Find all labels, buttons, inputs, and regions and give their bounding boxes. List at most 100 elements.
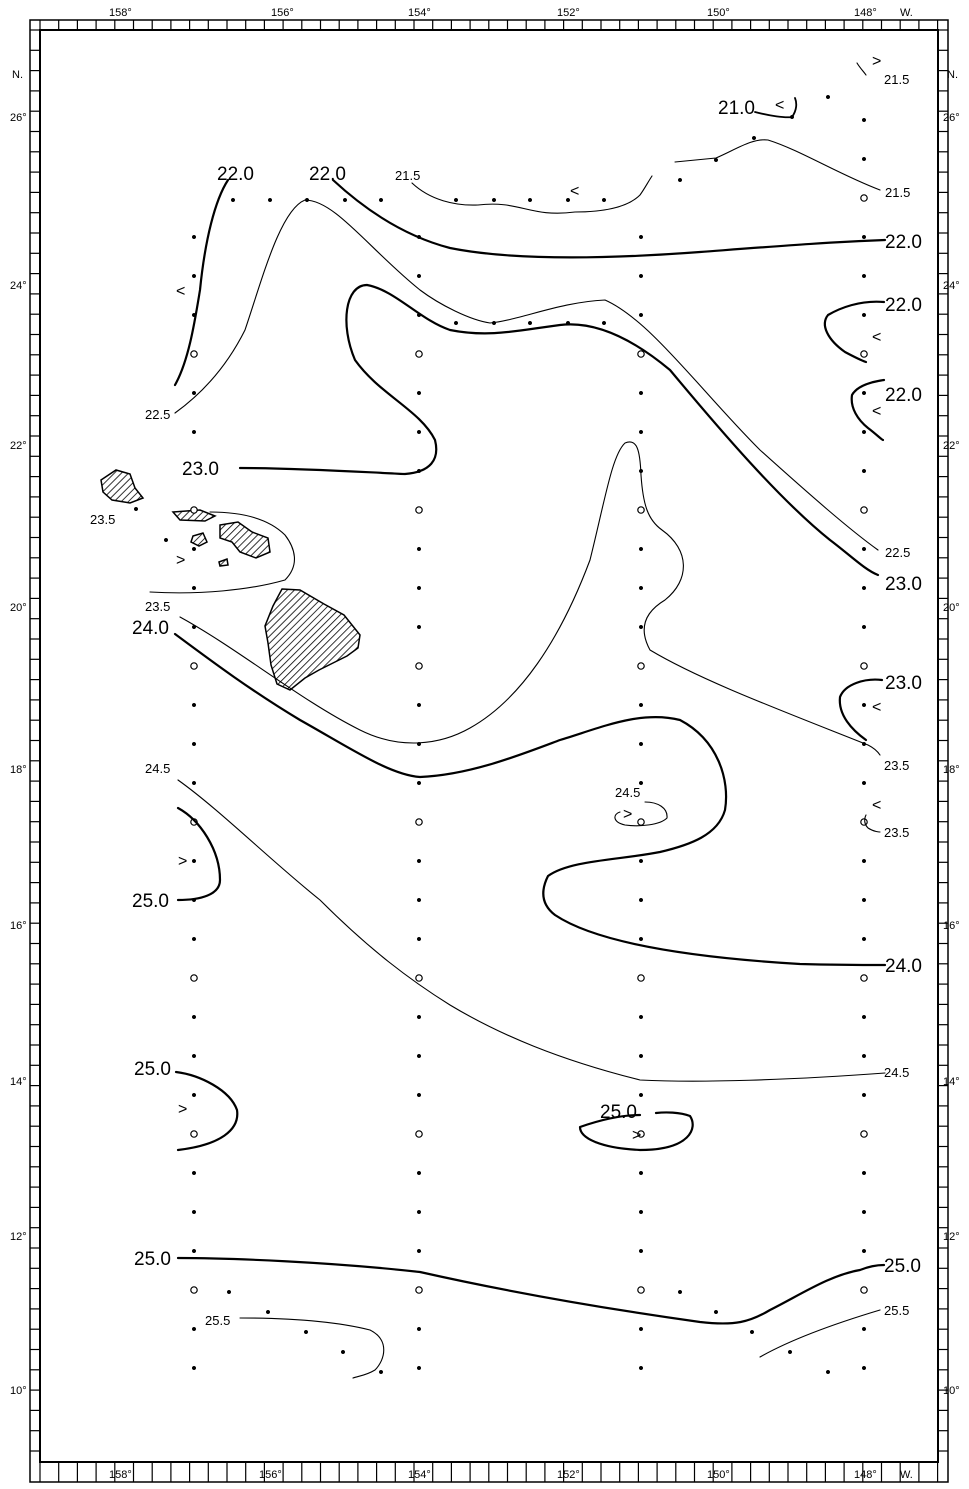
station-dot: [416, 1053, 422, 1059]
label-22.0-mid: 22.0: [309, 164, 346, 185]
arrow-7: >: [176, 552, 185, 569]
label-22.0-left: 22.0: [217, 164, 254, 185]
station-dot: [638, 312, 644, 318]
lon-label-156-bottom: 156°: [259, 1469, 282, 1481]
isotherm-22.0-a: [173, 178, 230, 387]
isotherm-24.0-a: [173, 632, 887, 967]
station-circle: [860, 1130, 868, 1138]
lat-label-16-right: 16°: [943, 920, 960, 932]
station-dot: [638, 858, 644, 864]
isotherm-25.0-c: [578, 1111, 694, 1152]
isotherm-21.5-left: [411, 175, 653, 214]
station-dot: [230, 197, 236, 203]
lon-label-158: 158°: [109, 7, 132, 19]
arrow-1: >: [872, 53, 881, 70]
station-dot: [416, 1248, 422, 1254]
isotherm-23.5-c: [864, 814, 881, 833]
isotherm-22.0-b: [331, 178, 887, 259]
station-dot: [191, 936, 197, 942]
station-dot: [638, 1248, 644, 1254]
isotherm-value-labels: 21.5 21.0 22.0 22.0 21.5 21.5 22.0 22.0 …: [90, 72, 922, 1328]
station-dot: [416, 1326, 422, 1332]
lat-label-18: 18°: [10, 764, 27, 776]
station-dot: [638, 741, 644, 747]
station-dot: [861, 1365, 867, 1371]
station-dot: [638, 273, 644, 279]
lat-label-10: 10°: [10, 1385, 27, 1397]
label-23.0-left: 23.0: [182, 459, 219, 480]
label-21.0: 21.0: [718, 98, 755, 119]
lat-label-16: 16°: [10, 920, 27, 932]
label-22.0-right-c: 22.0: [885, 385, 922, 406]
station-dot: [191, 1209, 197, 1215]
station-dot: [601, 197, 607, 203]
station-dot: [638, 624, 644, 630]
station-dot: [265, 1309, 271, 1315]
station-dot: [416, 1092, 422, 1098]
lat-label-22-right: 22°: [943, 440, 960, 452]
lon-label-150-bottom: 150°: [707, 1469, 730, 1481]
station-dot: [303, 1329, 309, 1335]
station-dot: [713, 157, 719, 163]
label-21.5-top: 21.5: [884, 72, 909, 87]
lon-label-150: 150°: [707, 7, 730, 19]
arrow-9: >: [623, 806, 632, 823]
station-circle: [190, 350, 198, 358]
station-dot: [861, 1248, 867, 1254]
station-circle: [190, 506, 198, 514]
station-dot: [638, 390, 644, 396]
station-dot: [861, 312, 867, 318]
station-circle: [860, 818, 868, 826]
arrow-8: <: [872, 699, 881, 716]
station-dot: [191, 1170, 197, 1176]
station-dot: [787, 1349, 793, 1355]
station-dot: [601, 320, 607, 326]
label-23.0-right-b: 23.0: [885, 673, 922, 694]
station-dot: [861, 858, 867, 864]
station-dot: [416, 585, 422, 591]
station-dot: [191, 1092, 197, 1098]
label-24.5-small: 24.5: [615, 785, 640, 800]
arrow-4: <: [176, 283, 185, 300]
station-dot: [861, 624, 867, 630]
hemisphere-n-left: N.: [12, 69, 23, 81]
hemisphere-w-bottom: W.: [900, 1469, 913, 1481]
station-dot: [416, 273, 422, 279]
station-dot: [191, 780, 197, 786]
station-circle: [860, 350, 868, 358]
lat-label-12: 12°: [10, 1231, 27, 1243]
label-25.0-left-b: 25.0: [134, 1059, 171, 1080]
station-dot: [416, 390, 422, 396]
station-dot: [226, 1289, 232, 1295]
station-dot: [638, 585, 644, 591]
station-circle: [637, 506, 645, 514]
station-circle: [637, 818, 645, 826]
station-dot: [527, 197, 533, 203]
arrow-2: <: [775, 97, 784, 114]
station-dot: [861, 273, 867, 279]
lon-label-152: 152°: [557, 7, 580, 19]
station-dot: [638, 1053, 644, 1059]
hemisphere-n-right: N.: [947, 69, 958, 81]
isotherm-22.5-a: [174, 199, 879, 551]
isotherm-21.5-top: [856, 62, 867, 76]
station-dot: [861, 1170, 867, 1176]
station-dot: [416, 1365, 422, 1371]
latitude-labels-right: N. 26° 24° 22° 20° 18° 16° 14° 12° 10°: [943, 69, 960, 1397]
lat-label-26: 26°: [10, 112, 27, 124]
label-23.5-right-a: 23.5: [884, 758, 909, 773]
station-dot: [191, 1326, 197, 1332]
station-dot: [267, 197, 273, 203]
station-circle: [190, 1130, 198, 1138]
latitude-labels-left: N. 26° 24° 22° 20° 18° 16° 14° 12° 10°: [10, 69, 27, 1397]
station-markers: [133, 94, 868, 1375]
station-dot: [638, 234, 644, 240]
lat-label-18-right: 18°: [943, 764, 960, 776]
station-dot: [416, 429, 422, 435]
station-dot: [861, 156, 867, 162]
station-dot: [378, 197, 384, 203]
lat-label-26-right: 26°: [943, 112, 960, 124]
station-circle: [415, 350, 423, 358]
station-dot: [751, 135, 757, 141]
